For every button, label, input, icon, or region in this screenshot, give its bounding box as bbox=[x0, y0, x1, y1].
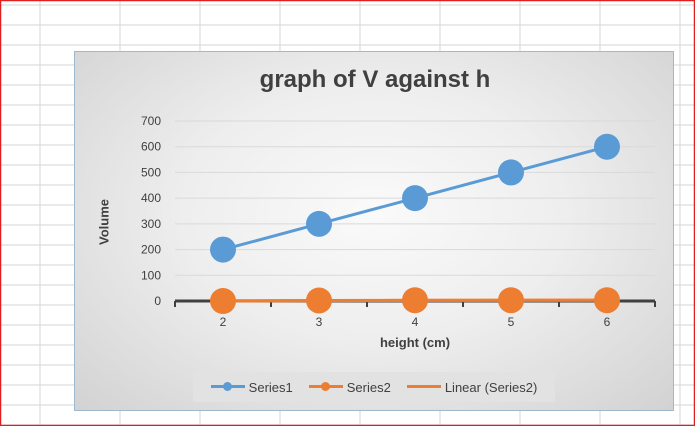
legend[interactable]: Series1 Series2 Linear (Series2) bbox=[193, 372, 555, 402]
x-axis-title: height (cm) bbox=[379, 335, 451, 350]
legend-label-series1: Series1 bbox=[248, 379, 293, 395]
legend-marker-series1 bbox=[210, 381, 245, 393]
y-tick-label: 400 bbox=[141, 191, 161, 205]
data-point-series1[interactable] bbox=[402, 185, 428, 212]
legend-marker-trendline bbox=[406, 381, 441, 393]
data-point-series1[interactable] bbox=[306, 210, 332, 237]
x-tick-label: 4 bbox=[412, 315, 419, 329]
legend-label-series2: Series2 bbox=[346, 379, 391, 395]
y-tick-label: 100 bbox=[141, 268, 161, 282]
data-point-series2[interactable] bbox=[594, 287, 620, 314]
data-point-series1[interactable] bbox=[594, 133, 620, 160]
data-point-series2[interactable] bbox=[210, 288, 236, 314]
x-tick-label: 5 bbox=[508, 315, 515, 329]
data-point-series1[interactable] bbox=[210, 236, 236, 263]
y-tick-label: 600 bbox=[141, 140, 161, 154]
data-point-series2[interactable] bbox=[498, 287, 524, 314]
data-point-series2[interactable] bbox=[306, 287, 332, 314]
plot-svg: 0 100 200 300 400 500 600 700 2 3 4 5 6 bbox=[141, 114, 656, 329]
legend-item-series1[interactable]: Series1 bbox=[210, 379, 293, 395]
legend-marker-series2 bbox=[308, 381, 343, 393]
x-tick-label: 2 bbox=[220, 315, 227, 329]
data-point-series2[interactable] bbox=[402, 287, 428, 314]
y-axis-title: Volume bbox=[96, 199, 112, 245]
y-tick-label: 500 bbox=[141, 165, 161, 179]
y-tick-label: 300 bbox=[141, 217, 161, 231]
x-tick-label: 6 bbox=[604, 315, 611, 329]
chart-area[interactable]: 0 100 200 300 400 500 600 700 2 3 4 5 6 graph of V a… bbox=[74, 51, 674, 411]
data-point-series1[interactable] bbox=[498, 159, 524, 186]
legend-item-series2[interactable]: Series2 bbox=[308, 379, 391, 395]
chart-title: graph of V against h bbox=[259, 66, 491, 93]
legend-item-trendline[interactable]: Linear (Series2) bbox=[406, 379, 538, 395]
y-tick-label: 200 bbox=[141, 243, 161, 257]
y-tick-label: 700 bbox=[141, 114, 161, 128]
y-tick-label: 0 bbox=[154, 294, 161, 308]
legend-label-trendline: Linear (Series2) bbox=[444, 379, 538, 395]
x-tick-label: 3 bbox=[316, 315, 323, 329]
